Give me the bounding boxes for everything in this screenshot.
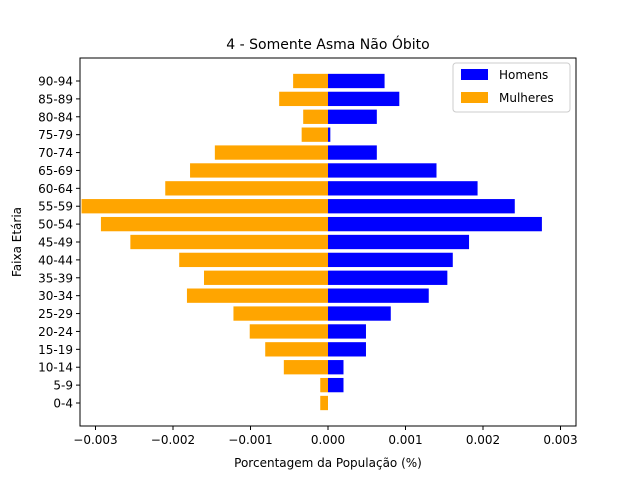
bar-homens-50-54 xyxy=(328,216,542,232)
bar-homens-40-44 xyxy=(328,252,453,268)
y-tick-label: 75-79 xyxy=(38,128,73,142)
x-tick-label: −0.003 xyxy=(73,433,117,447)
y-tick-label: 10-14 xyxy=(38,361,73,375)
bar-mulheres-35-39 xyxy=(204,270,328,285)
bar-mulheres-15-19 xyxy=(265,342,328,357)
x-axis: −0.003 −0.002 −0.001 0.000 0.001 0.002 0.003 xyxy=(73,426,578,447)
bar-homens-5-9 xyxy=(328,377,344,393)
y-tick-label: 85-89 xyxy=(38,92,73,106)
y-tick-label: 60-64 xyxy=(38,182,73,196)
bar-homens-20-24 xyxy=(328,324,366,339)
bar-homens-30-34 xyxy=(328,288,429,303)
y-tick-label: 80-84 xyxy=(38,110,73,124)
y-tick-label: 20-24 xyxy=(38,325,73,339)
y-tick-label: 15-19 xyxy=(38,343,73,357)
legend: Homens Mulheres xyxy=(452,62,571,113)
x-tick-label: −0.002 xyxy=(151,433,195,447)
bar-mulheres-80-84 xyxy=(303,109,328,124)
y-tick-label: 70-74 xyxy=(38,146,73,160)
bar-mulheres-45-49 xyxy=(130,234,328,250)
bar-homens-35-39 xyxy=(328,270,448,285)
bar-mulheres-40-44 xyxy=(179,252,328,268)
bar-mulheres-30-34 xyxy=(186,288,328,303)
x-axis-title: Porcentagem da População (%) xyxy=(234,456,422,470)
y-tick-label: 45-49 xyxy=(38,236,73,250)
bars-group xyxy=(81,73,542,411)
y-tick-label: 5-9 xyxy=(53,379,73,393)
x-tick-label: 0.000 xyxy=(311,433,345,447)
bar-mulheres-75-79 xyxy=(301,127,328,142)
y-axis-title: Faixa Etária xyxy=(10,207,24,277)
x-tick-label: 0.002 xyxy=(466,433,500,447)
bar-homens-70-74 xyxy=(328,145,377,160)
y-tick-label: 30-34 xyxy=(38,289,73,303)
bar-homens-65-69 xyxy=(328,163,437,178)
x-tick-label: 0.003 xyxy=(543,433,577,447)
y-tick-label: 55-59 xyxy=(38,200,73,214)
y-tick-label: 90-94 xyxy=(38,75,73,89)
y-tick-label: 40-44 xyxy=(38,253,73,267)
bar-homens-10-14 xyxy=(328,360,344,375)
bar-homens-80-84 xyxy=(328,109,377,124)
chart-title: 4 - Somente Asma Não Óbito xyxy=(226,35,429,53)
bar-mulheres-50-54 xyxy=(100,216,328,232)
bar-mulheres-55-59 xyxy=(81,199,328,214)
bar-homens-55-59 xyxy=(328,199,515,214)
bar-mulheres-5-9 xyxy=(320,377,328,393)
legend-label-mulheres: Mulheres xyxy=(499,91,554,105)
bar-mulheres-0-4 xyxy=(320,395,328,411)
bar-homens-45-49 xyxy=(328,234,470,250)
bar-mulheres-60-64 xyxy=(165,181,328,196)
bar-homens-90-94 xyxy=(328,73,385,89)
bar-homens-15-19 xyxy=(328,342,366,357)
bar-mulheres-85-89 xyxy=(279,91,328,107)
bar-homens-25-29 xyxy=(328,306,391,321)
bar-mulheres-70-74 xyxy=(214,145,328,160)
y-tick-label: 50-54 xyxy=(38,218,73,232)
legend-swatch-homens xyxy=(461,69,488,80)
bar-homens-60-64 xyxy=(328,181,478,196)
y-axis: 0-4 5-9 10-14 15-19 20-24 25-29 30-34 35-39 40-4… xyxy=(38,75,80,411)
bar-mulheres-65-69 xyxy=(190,163,328,178)
y-tick-label: 35-39 xyxy=(38,271,73,285)
bar-mulheres-25-29 xyxy=(233,306,328,321)
y-tick-label: 25-29 xyxy=(38,307,73,321)
bar-homens-75-79 xyxy=(328,127,331,142)
bar-mulheres-10-14 xyxy=(283,360,328,375)
x-tick-label: −0.001 xyxy=(228,433,272,447)
bar-homens-85-89 xyxy=(328,91,400,107)
bar-mulheres-90-94 xyxy=(293,73,328,89)
y-tick-label: 65-69 xyxy=(38,164,73,178)
y-tick-label: 0-4 xyxy=(53,397,73,411)
legend-label-homens: Homens xyxy=(499,68,548,82)
bar-mulheres-20-24 xyxy=(249,324,328,339)
x-tick-label: 0.001 xyxy=(388,433,422,447)
legend-swatch-mulheres xyxy=(461,92,488,103)
